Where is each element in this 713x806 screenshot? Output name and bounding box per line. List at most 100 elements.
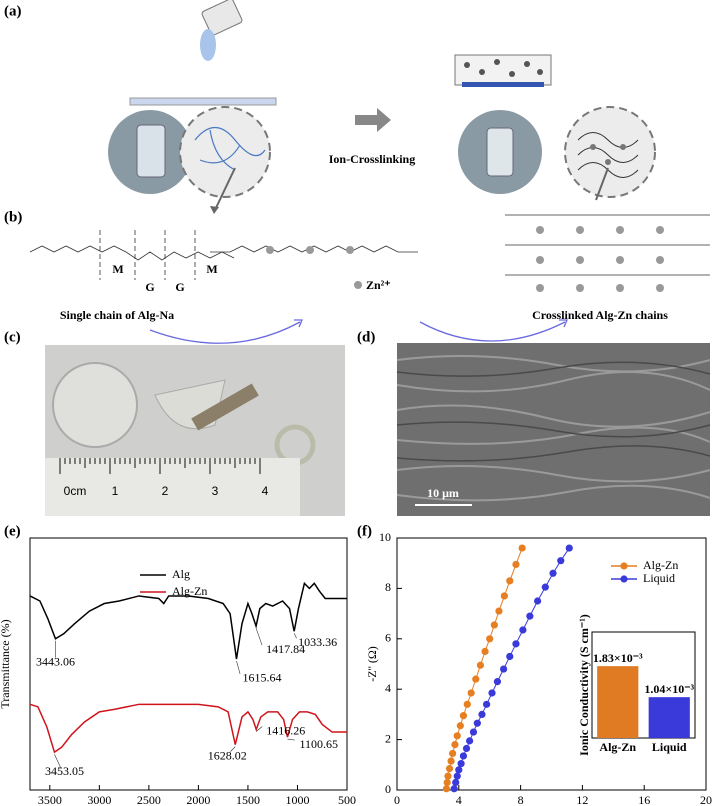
y-axis-label: Ionic Conductivity (S cm⁻¹) <box>577 614 591 756</box>
photo <box>45 345 345 516</box>
point <box>473 719 481 727</box>
point <box>526 612 534 620</box>
point <box>557 557 565 565</box>
point <box>490 621 498 629</box>
annotation: 1100.65 <box>299 737 338 751</box>
point <box>518 544 526 552</box>
bar <box>648 697 690 738</box>
point <box>506 652 514 661</box>
point <box>481 647 489 656</box>
point <box>453 732 461 740</box>
y-tick-label: 0 <box>385 782 391 796</box>
annotation: 3453.05 <box>45 764 84 778</box>
point <box>459 752 468 760</box>
panel-label: (b) <box>4 209 22 225</box>
x-tick-label: 3500 <box>38 793 62 806</box>
annotation-leader <box>256 726 263 732</box>
point <box>459 712 468 720</box>
ruler-label: 4 <box>262 484 269 498</box>
caption: Single chain of Alg-Na <box>60 308 174 322</box>
y-tick-label: 4 <box>385 681 391 695</box>
point <box>449 749 457 758</box>
unit-label: G <box>145 280 154 294</box>
x-tick-label: 16 <box>638 793 650 806</box>
point <box>500 592 508 600</box>
point <box>565 544 573 552</box>
ruler-label: 3 <box>212 484 219 498</box>
ion-label: Zn²⁺ <box>366 278 391 292</box>
value-label: 1.83×10⁻³ <box>593 651 643 665</box>
annotation-leader <box>230 746 236 752</box>
series-line <box>445 547 523 789</box>
point <box>447 757 455 765</box>
x-tick-label: 20 <box>700 793 712 806</box>
point <box>519 626 527 634</box>
annotation-leader <box>255 628 263 646</box>
pouring-illustration <box>108 0 391 214</box>
y-axis-label: -Z'' (Ω) <box>365 646 379 682</box>
panel-label: (d) <box>357 329 375 345</box>
zn-ions <box>266 226 664 292</box>
point <box>452 778 460 787</box>
point <box>493 678 502 686</box>
y-tick-label: 2 <box>385 731 391 745</box>
point <box>445 764 454 773</box>
annotation-leader <box>293 633 297 639</box>
point <box>442 785 451 793</box>
ruler-label: 0cm <box>64 484 87 498</box>
legend-marker <box>620 575 628 583</box>
inset-frame <box>591 631 696 739</box>
point <box>462 744 471 753</box>
legend-label: Alg-Zn <box>643 558 678 572</box>
panel-label: (c) <box>4 329 21 345</box>
series-line <box>453 547 570 789</box>
annotation: 1033.36 <box>298 635 337 649</box>
point <box>512 560 520 569</box>
point <box>476 661 485 669</box>
y-axis-label: Transmittance (%) <box>0 619 12 708</box>
point <box>478 710 486 719</box>
point <box>469 728 478 736</box>
caption: Crosslinked Alg-Zn chains <box>532 308 668 322</box>
point <box>457 759 465 768</box>
panel-label: (f) <box>357 523 372 539</box>
ruler-label: 1 <box>112 484 119 498</box>
annotation: 1628.02 <box>208 748 247 762</box>
bar <box>597 666 639 738</box>
unit-label: G <box>175 280 184 294</box>
unit-label: M <box>206 262 217 276</box>
point <box>451 741 459 749</box>
point <box>506 577 514 585</box>
scale-bar-label: 10 μm <box>427 486 459 500</box>
point <box>453 772 461 780</box>
point <box>450 785 458 793</box>
point <box>483 700 491 708</box>
annotation: 3443.06 <box>36 655 75 669</box>
x-tick-label: 2000 <box>186 793 210 806</box>
point <box>443 778 451 787</box>
annotation-leader <box>54 754 61 768</box>
sem-image <box>396 343 711 516</box>
point <box>533 597 542 605</box>
point <box>466 737 474 745</box>
point <box>488 689 496 697</box>
crosslinked-illustration <box>454 54 656 201</box>
unit-label: M <box>112 262 123 276</box>
x-tick-label: Liquid <box>652 740 687 754</box>
point <box>463 700 471 708</box>
point <box>512 640 520 648</box>
value-label: 1.04×10⁻³ <box>644 682 694 696</box>
panel-label: (a) <box>4 3 22 19</box>
y-tick-label: 6 <box>385 631 391 645</box>
point <box>549 569 557 577</box>
annotation: 1417.84 <box>266 642 305 656</box>
annotation-leader <box>287 738 295 741</box>
annotation-leader <box>236 660 241 675</box>
point <box>495 607 503 615</box>
annotation: 1416.26 <box>266 723 305 737</box>
x-tick-label: 0 <box>394 793 400 806</box>
x-tick-label: Alg-Zn <box>599 740 636 754</box>
x-tick-label: 8 <box>518 793 524 806</box>
